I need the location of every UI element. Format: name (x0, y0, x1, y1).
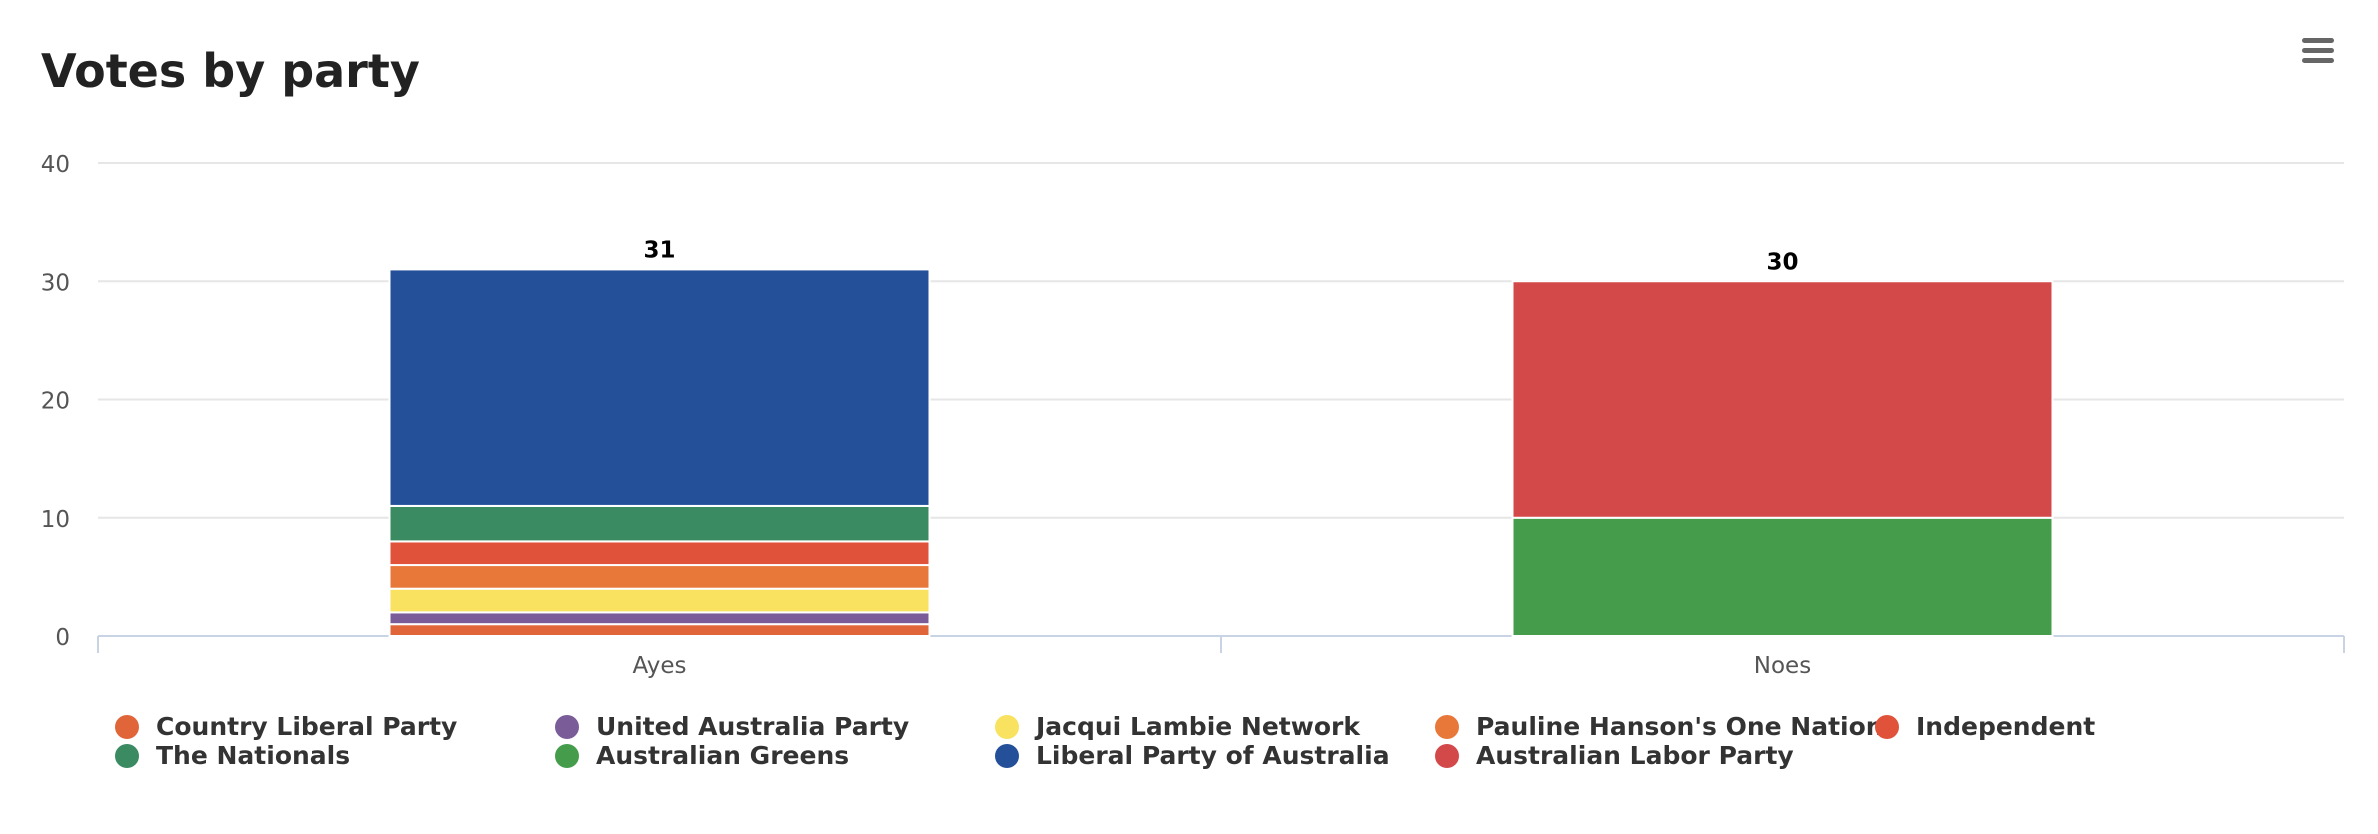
bar-segment (388, 611, 931, 626)
legend-color-dot-icon (995, 715, 1019, 739)
chart-plot: 0 10 20 30 40 31 Ayes 30 Noes (41, 152, 2345, 679)
bar-segment (1511, 516, 2054, 637)
legend-label: Jacqui Lambie Network (1036, 712, 1360, 741)
bar-segment (388, 564, 931, 590)
legend-color-dot-icon (555, 715, 579, 739)
y-tick-label: 20 (41, 389, 70, 415)
legend-label: Australian Labor Party (1476, 741, 1794, 770)
legend-label: United Australia Party (596, 712, 910, 741)
legend-color-dot-icon (1875, 715, 1899, 739)
legend-color-dot-icon (1435, 744, 1459, 768)
legend-label: Australian Greens (596, 741, 850, 770)
legend-color-dot-icon (1435, 715, 1459, 739)
y-tick-label: 0 (55, 625, 70, 651)
bar-segment (388, 587, 931, 614)
legend-label: Independent (1916, 712, 2096, 741)
x-tick-label: Noes (1754, 653, 1811, 679)
hamburger-menu-icon (2302, 38, 2334, 43)
legend-color-dot-icon (555, 744, 579, 768)
legend-label: Liberal Party of Australia (1036, 741, 1390, 770)
y-tick-label: 30 (41, 270, 70, 296)
chart-menu-button[interactable] (2300, 34, 2336, 68)
legend-color-dot-icon (115, 744, 139, 768)
y-tick-label: 40 (41, 152, 70, 178)
hamburger-menu-icon-bar (2302, 48, 2334, 53)
bar-segment (388, 540, 931, 567)
legend-color-dot-icon (115, 715, 139, 739)
x-tick-label: Ayes (633, 653, 687, 679)
bar-segment (1511, 280, 2054, 519)
legend-label: The Nationals (156, 741, 351, 770)
y-tick-label: 10 (41, 507, 70, 533)
legend-label: Country Liberal Party (156, 712, 458, 741)
chart-title: Votes by party (41, 44, 420, 98)
bar-segment (388, 623, 931, 637)
stack-total-label: 30 (1766, 249, 1798, 275)
bar-segment (388, 268, 931, 507)
legend-label: Pauline Hanson's One Nation (1476, 712, 1884, 741)
stack-total-label: 31 (643, 237, 675, 263)
legend-color-dot-icon (995, 744, 1019, 768)
hamburger-menu-icon-bar (2302, 58, 2334, 63)
bar-segment (388, 504, 931, 543)
